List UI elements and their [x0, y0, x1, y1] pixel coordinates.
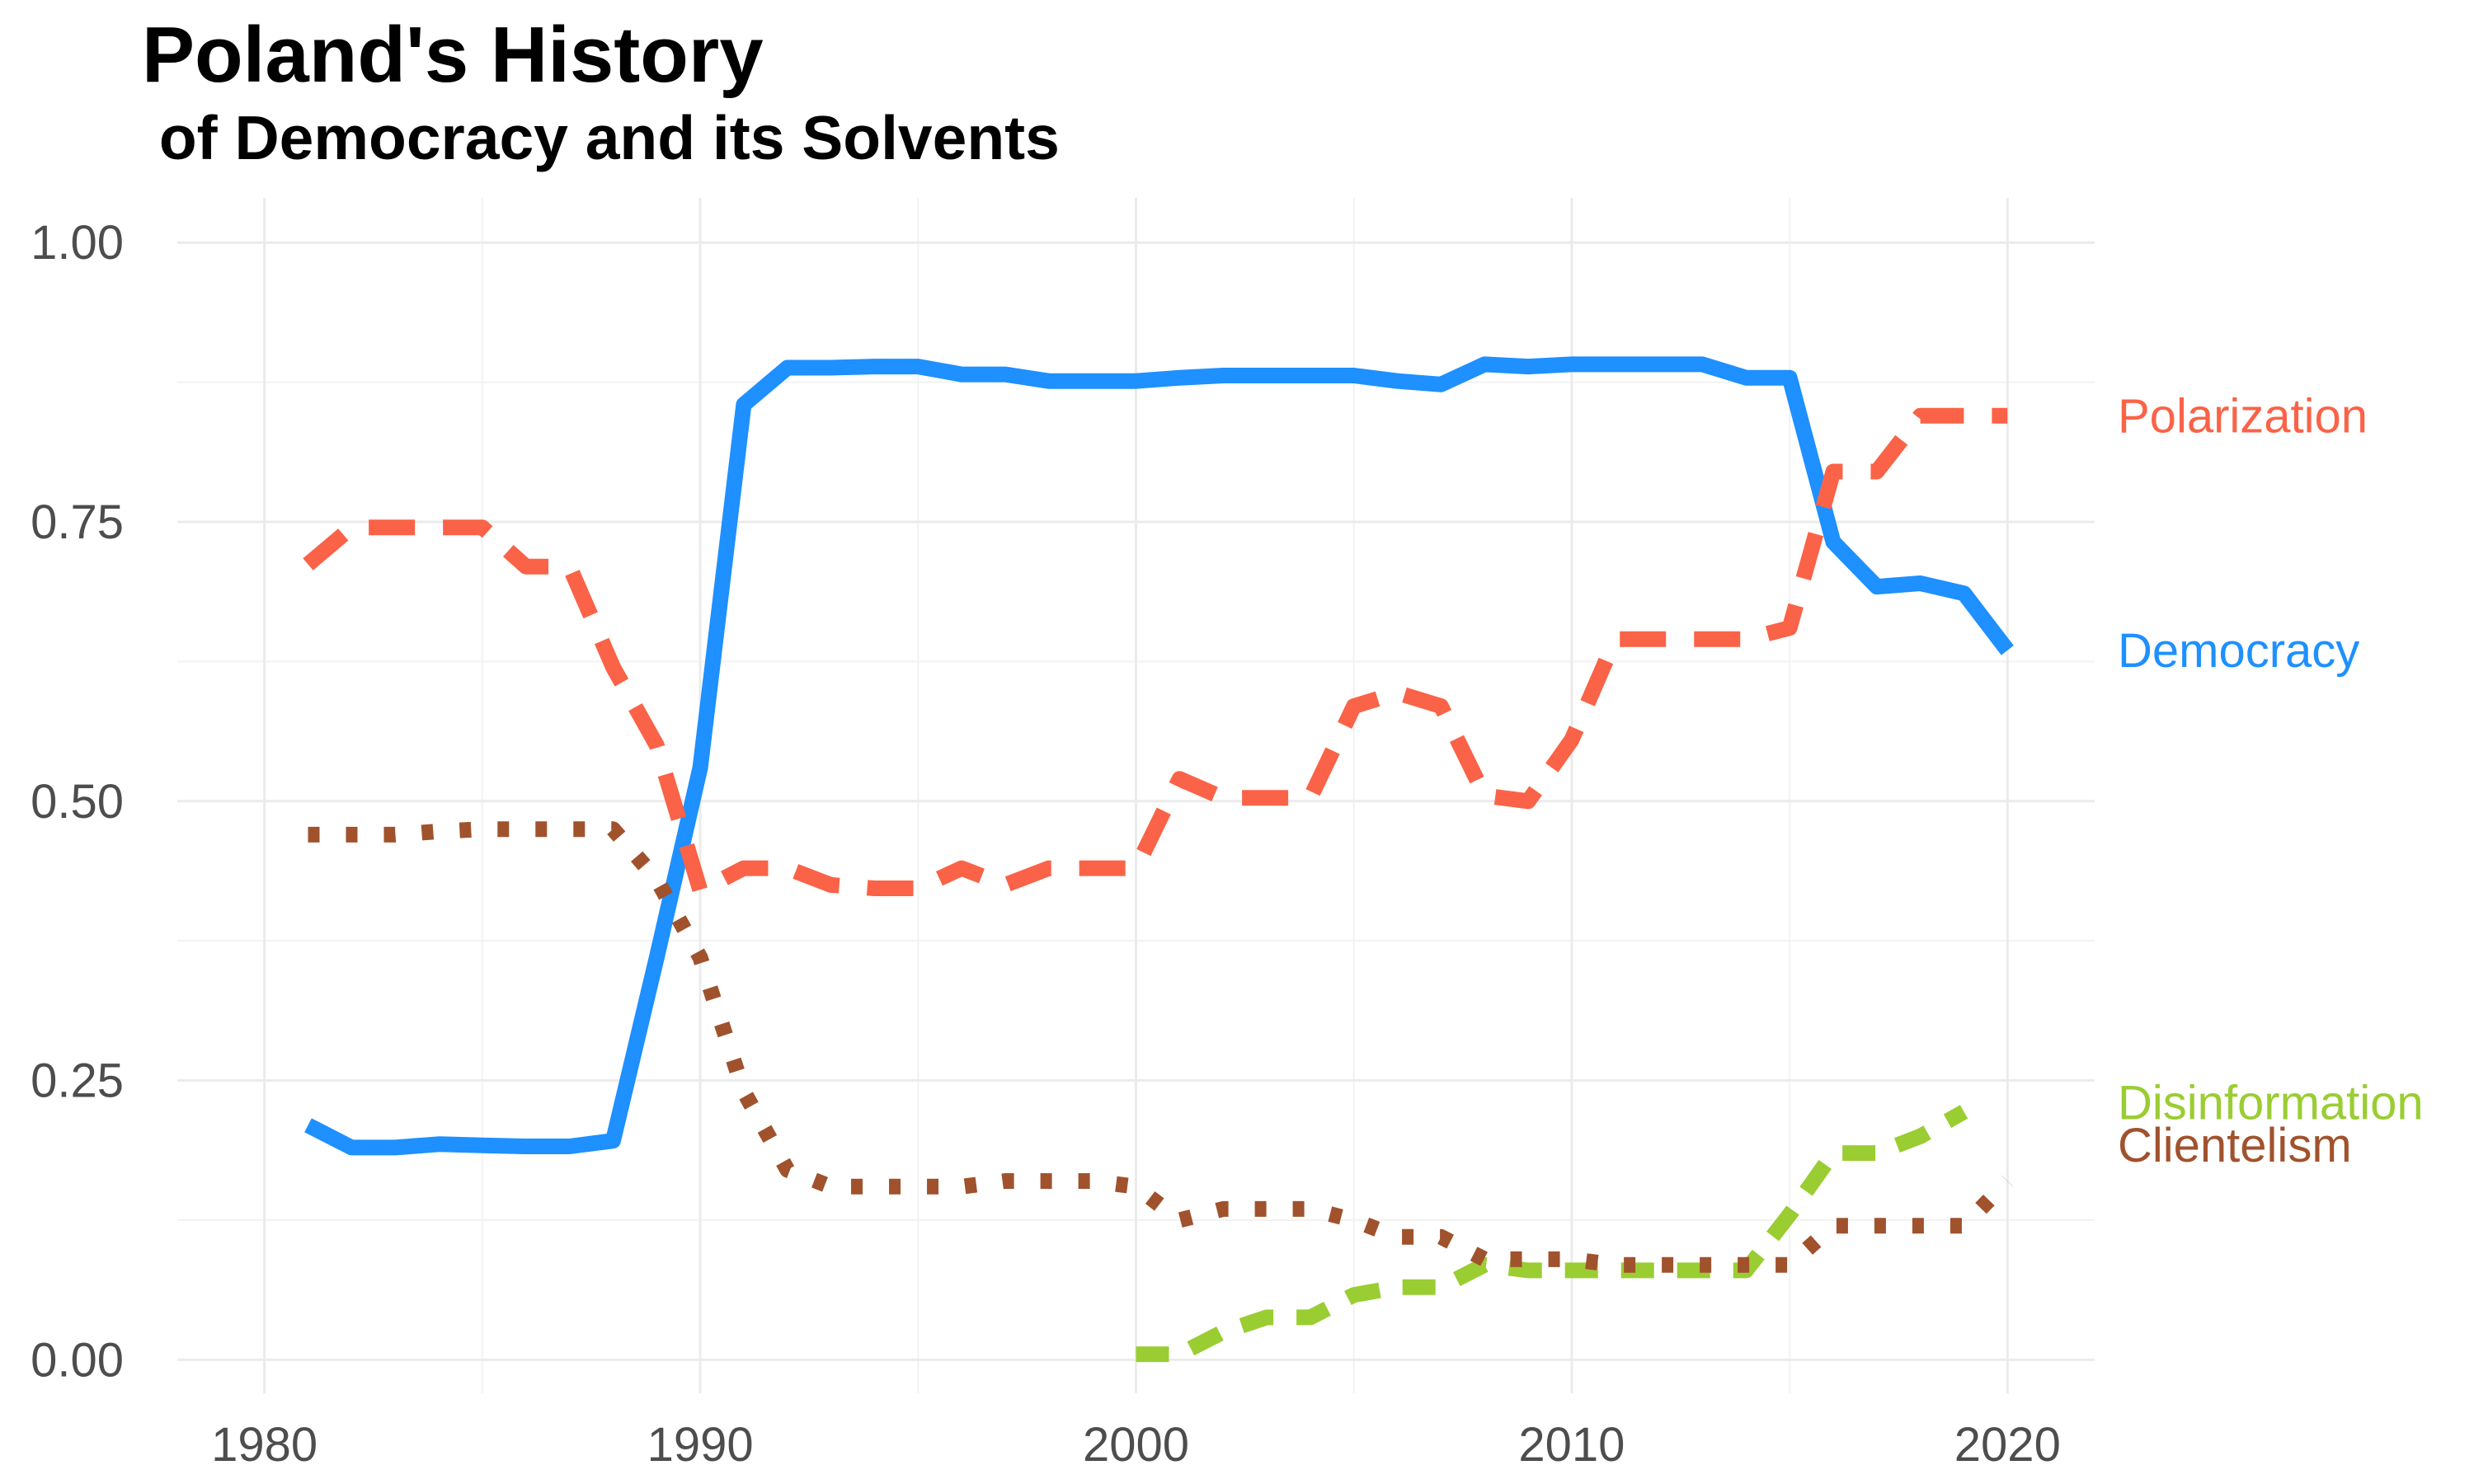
- x-axis-ticks: 1980 1990 2000 2010 2020: [211, 1418, 2061, 1472]
- series-line-democracy: [304, 356, 2014, 1156]
- y-tick-label: 0.00: [31, 1333, 124, 1387]
- chart-subtitle: of Democracy and its Solvents: [142, 103, 1060, 172]
- series-line-clientelism: [308, 821, 2014, 1273]
- y-tick-label: 0.75: [31, 495, 124, 549]
- series-label-clientelism: Clientelism: [2118, 1119, 2352, 1172]
- y-axis-ticks: 0.00 0.25 0.50 0.75 1.00: [31, 216, 124, 1387]
- series-label-disinformation: Disinformation: [2118, 1077, 2424, 1130]
- series-line-polarization: [303, 407, 2008, 899]
- series-label-polarization: Polarization: [2118, 389, 2368, 443]
- y-tick-label: 1.00: [31, 216, 124, 270]
- chart-title: Poland's History: [142, 11, 764, 99]
- x-tick-label: 2020: [1954, 1418, 2061, 1472]
- x-tick-label: 2010: [1518, 1418, 1625, 1472]
- series-label-democracy: Democracy: [2118, 624, 2359, 678]
- series-lines: [303, 356, 2014, 1363]
- series-labels: Democracy Polarization DisinformationClien…: [2118, 389, 2424, 1172]
- y-tick-label: 0.25: [31, 1054, 124, 1108]
- x-tick-label: 1990: [647, 1418, 754, 1472]
- y-tick-label: 0.50: [31, 775, 124, 829]
- x-tick-label: 2000: [1083, 1418, 1189, 1472]
- x-tick-label: 1980: [211, 1418, 317, 1472]
